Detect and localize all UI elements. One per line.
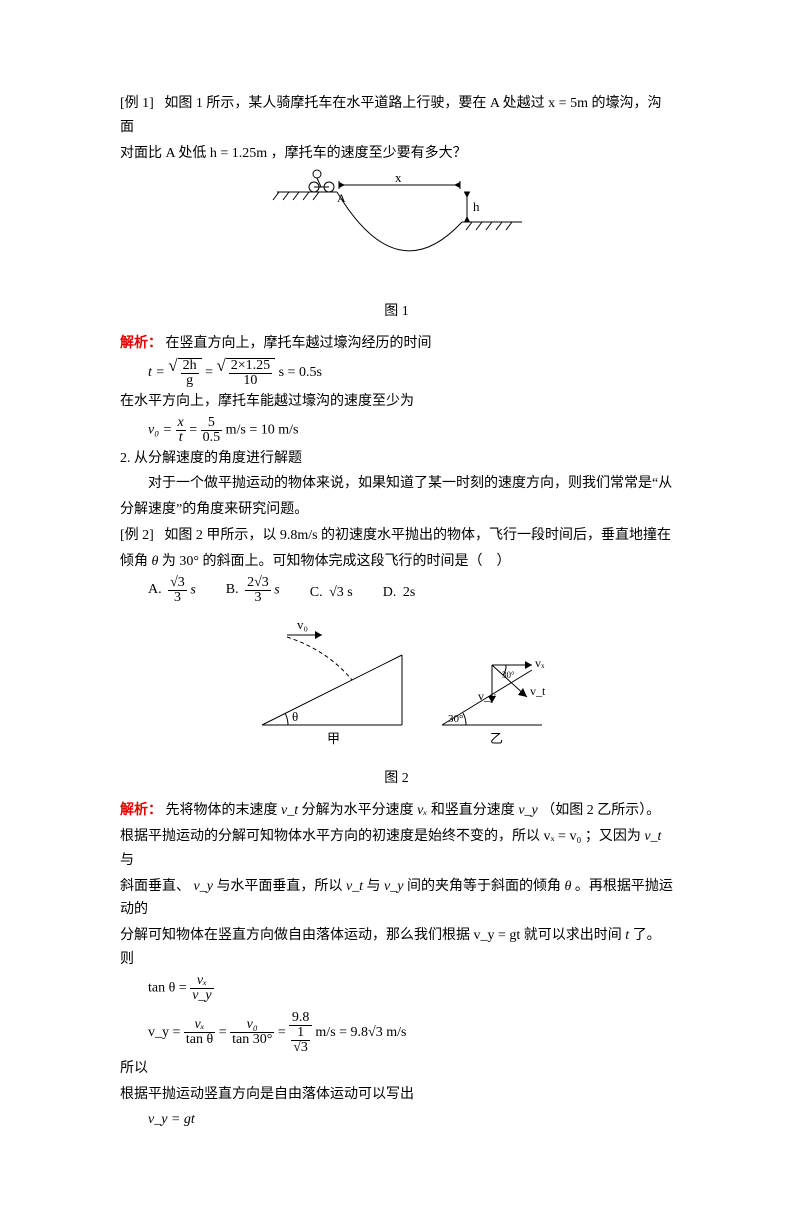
- problem2-line2: 倾角 θ 为 30° 的斜面上。可知物体完成这段飞行的时间是（ ）: [120, 550, 673, 574]
- option-c: C. √3 s: [310, 581, 353, 605]
- sol2-l3: 斜面垂直、 v_y 与水平面垂直，所以 v_t 与 v_y 间的夹角等于斜面的倾…: [120, 875, 673, 923]
- figure-1: A x h: [120, 167, 673, 296]
- section2-head: 2. 从分解速度的角度进行解题: [120, 447, 673, 471]
- svg-text:30°: 30°: [502, 670, 515, 680]
- p1-text-1a: 如图 1 所示，某人骑摩托车在水平道路上行驶，要在 A 处越过: [164, 96, 548, 111]
- option-a: A. √33 s: [148, 576, 196, 605]
- svg-text:A: A: [337, 191, 346, 205]
- option-b: B. 2√33 s: [226, 576, 280, 605]
- sol2-final-eq: v_y = gt: [148, 1108, 673, 1132]
- sol2-eq-tan: tan θ = vₓv_y: [148, 974, 673, 1003]
- svg-text:vₓ: vₓ: [535, 656, 545, 670]
- sol1-step2: 在水平方向上，摩托车能越过壕沟的速度至少为: [120, 390, 673, 414]
- problem2-options: A. √33 s B. 2√33 s C. √3 s D. 2s: [148, 576, 673, 605]
- p1-text-2a: 对面比 A 处低: [120, 146, 210, 161]
- svg-text:v_t: v_t: [530, 684, 546, 698]
- svg-text:h: h: [473, 199, 480, 214]
- sol1-step1: 在竖直方向上，摩托车越过壕沟经历的时间: [166, 336, 432, 351]
- p1-text-2b: ，摩托车的速度至少要有多大？: [271, 146, 467, 161]
- figure-1-caption: 图 1: [120, 300, 673, 324]
- svg-text:乙: 乙: [490, 731, 503, 746]
- solution-header-2: 解析：: [120, 803, 162, 818]
- svg-text:30°: 30°: [448, 713, 463, 725]
- solution-header: 解析：: [120, 336, 162, 351]
- p1-x-eq: x = 5m: [548, 96, 588, 111]
- sol2-final: 根据平抛运动竖直方向是自由落体运动可以写出: [120, 1083, 673, 1107]
- svg-text:v_y: v_y: [478, 689, 496, 703]
- sol1-eq1: t = √ 2hg = √ 2×1.2510 s = 0.5s: [148, 358, 673, 388]
- svg-text:甲: 甲: [327, 731, 340, 746]
- sol2-eq-vy: v_y = vₓtan θ = v₀tan 30° = 9.8 1√3 m/s …: [148, 1011, 673, 1055]
- section2-body-a: 对于一个做平抛运动的物体来说，如果知道了某一时刻的速度方向，则我们常常是“从: [120, 472, 673, 496]
- problem1-statement-2: 对面比 A 处低 h = 1.25m ，摩托车的速度至少要有多大？: [120, 142, 673, 166]
- problem2-line1: [例 2] 如图 2 甲所示，以 9.8m/s 的初速度水平抛出的物体，飞行一段…: [120, 524, 673, 548]
- p1-h-eq: h = 1.25m: [210, 146, 267, 161]
- sol1-line1: 解析： 在竖直方向上，摩托车越过壕沟经历的时间: [120, 332, 673, 356]
- problem1-label: [例 1]: [120, 96, 154, 111]
- svg-text:v₀: v₀: [297, 617, 308, 632]
- sol1-eq2: v₀ = xt = 50.5 m/s = 10 m/s: [148, 416, 673, 445]
- sol1-eq1-t: t =: [148, 365, 168, 380]
- sol2-l4: 分解可知物体在竖直方向做自由落体运动，那么我们根据 v_y = gt 就可以求出…: [120, 924, 673, 972]
- sol2-intro: 解析： 先将物体的末速度 v_t 分解为水平分速度 vₓ 和竖直分速度 v_y …: [120, 799, 673, 823]
- problem1-statement: [例 1] 如图 1 所示，某人骑摩托车在水平道路上行驶，要在 A 处越过 x …: [120, 92, 673, 140]
- section2-body-b: 分解速度”的角度来研究问题。: [120, 498, 673, 522]
- figure-2-caption: 图 2: [120, 767, 673, 791]
- problem2-label: [例 2]: [120, 528, 154, 543]
- svg-text:x: x: [395, 170, 402, 185]
- sol2-l2: 根据平抛运动的分解可知物体水平方向的初速度是始终不变的，所以 vₓ = v₀ ；…: [120, 825, 673, 873]
- sol2-closing: 所以: [120, 1057, 673, 1081]
- figure-2: θ v₀ 甲 30° vₓ v_y v_t 30° 乙: [120, 615, 673, 764]
- option-d: D. 2s: [383, 581, 416, 605]
- svg-text:θ: θ: [292, 709, 298, 724]
